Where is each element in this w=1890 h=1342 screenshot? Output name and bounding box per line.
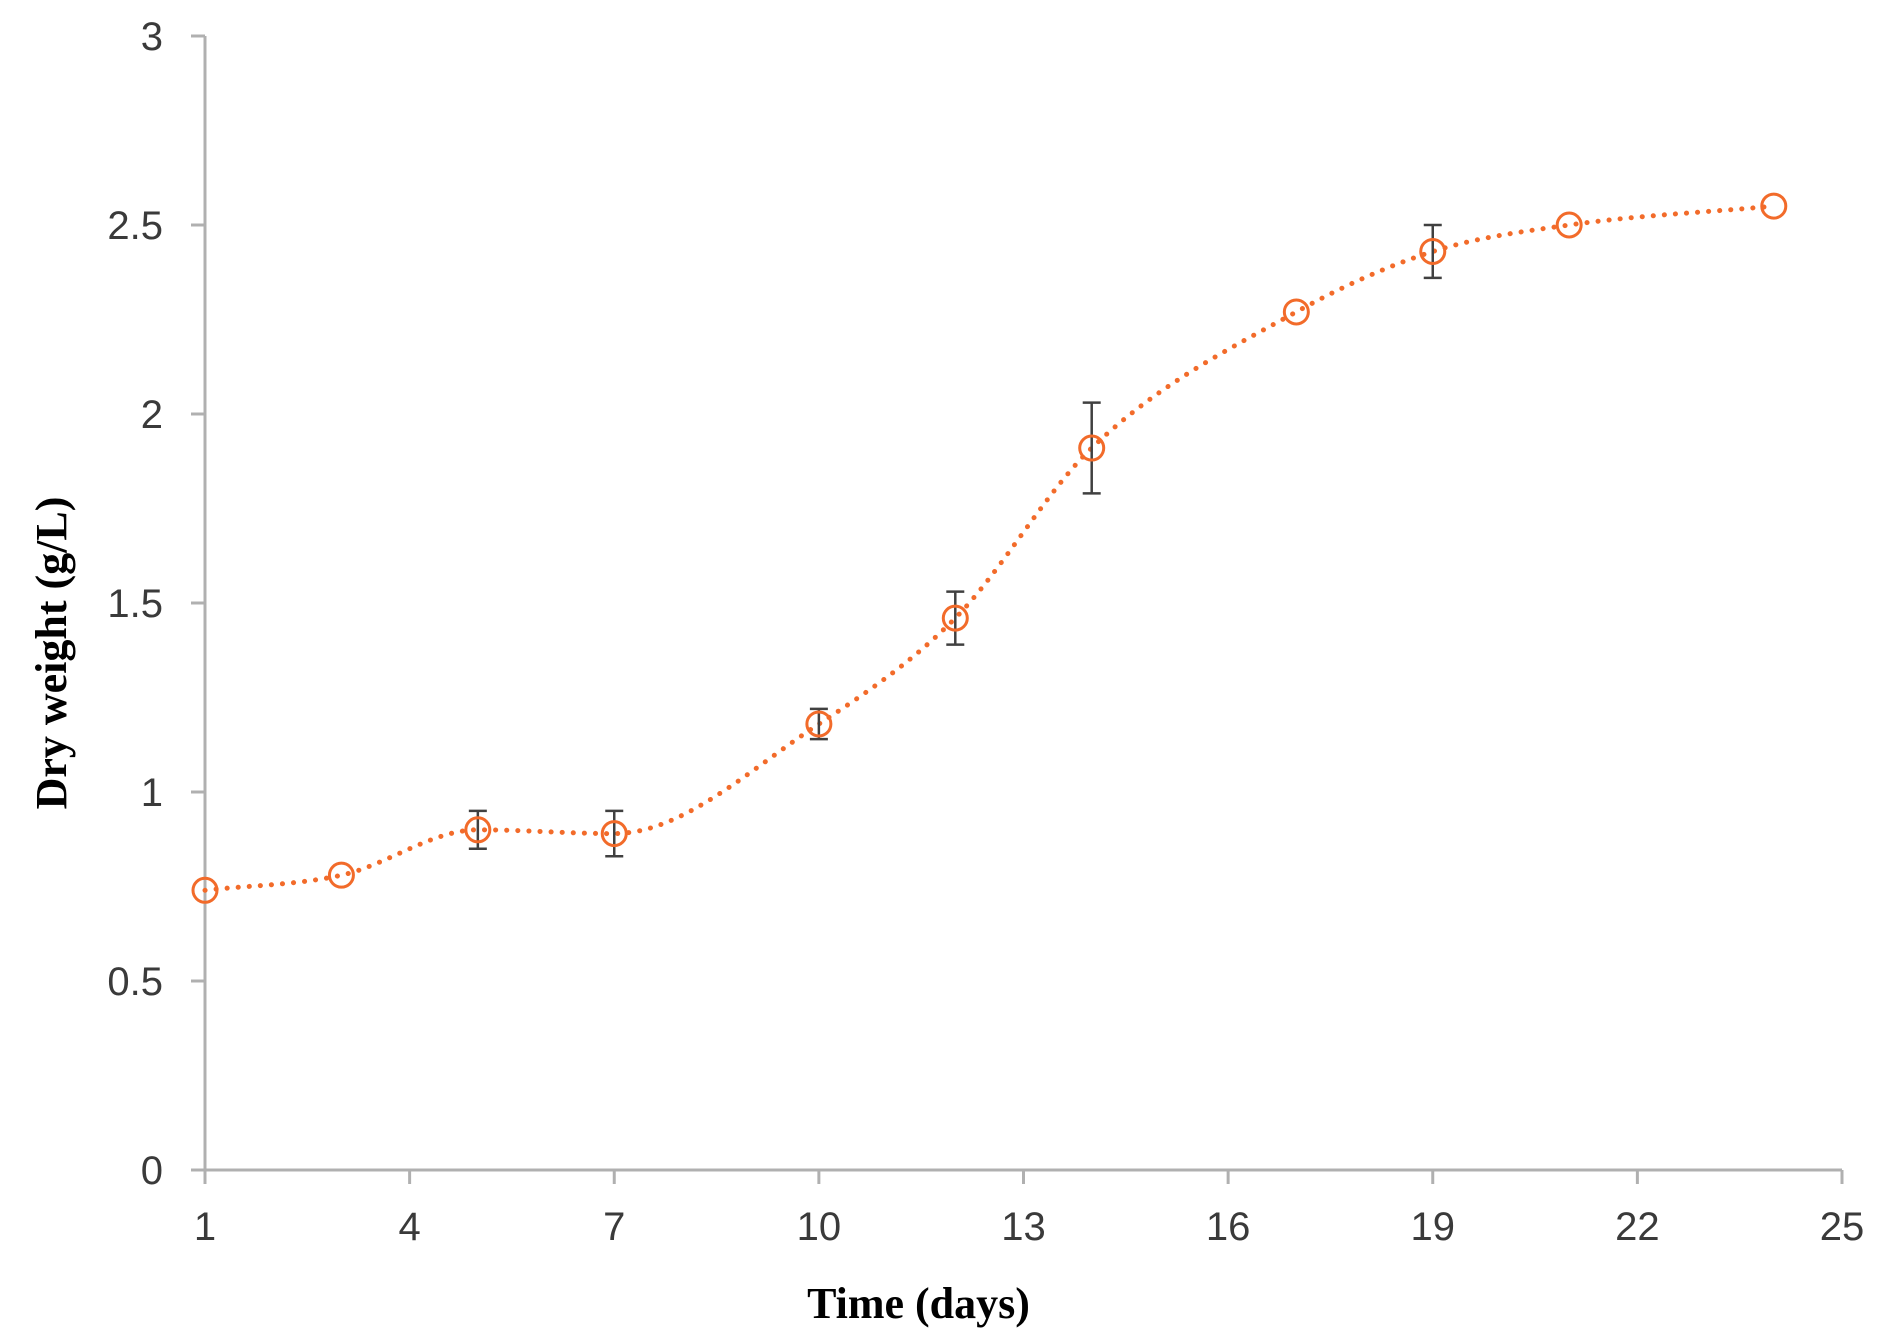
trend-line — [202, 203, 1777, 893]
error-bars — [468, 223, 1442, 858]
error-bar — [605, 809, 624, 858]
axes — [191, 34, 1844, 1184]
error-bar — [809, 707, 828, 741]
y-tick-label: 1.5 — [107, 582, 163, 626]
x-tick-labels: 1 4 7 10 13 16 19 22 25 — [194, 1205, 1864, 1249]
data-point — [805, 710, 833, 738]
x-tick-label: 7 — [603, 1205, 625, 1249]
x-tick-label: 1 — [194, 1205, 216, 1249]
error-bar — [1082, 401, 1101, 495]
error-bar — [946, 590, 965, 646]
data-point — [191, 876, 219, 904]
x-tick-label: 19 — [1411, 1205, 1456, 1249]
data-points — [191, 192, 1788, 904]
y-tick-label: 3 — [141, 15, 163, 59]
y-tick-label: 2 — [141, 393, 163, 437]
y-tick-label: 1 — [141, 771, 163, 815]
data-point — [464, 816, 492, 844]
data-point — [1419, 237, 1447, 265]
y-tick-label: 2.5 — [107, 204, 163, 248]
x-tick-label: 13 — [1001, 1205, 1046, 1249]
x-tick-label: 25 — [1820, 1205, 1865, 1249]
error-bar — [1423, 223, 1442, 280]
data-point — [327, 861, 355, 889]
data-point — [1078, 434, 1106, 462]
x-tick-label: 10 — [797, 1205, 842, 1249]
data-point — [1282, 298, 1310, 326]
y-tick-labels: 0 0.5 1 1.5 2 2.5 3 — [107, 15, 163, 1193]
data-point — [941, 604, 969, 632]
x-axis-title: Time (days) — [807, 1279, 1030, 1328]
x-tick-label: 22 — [1615, 1205, 1660, 1249]
x-tick-label: 16 — [1206, 1205, 1251, 1249]
y-tick-label: 0 — [141, 1149, 163, 1193]
x-tick-label: 4 — [399, 1205, 421, 1249]
data-point — [1760, 192, 1788, 220]
y-axis-title: Dry weight (g/L) — [27, 497, 76, 810]
data-point — [600, 820, 628, 848]
data-point — [1555, 211, 1583, 239]
y-tick-label: 0.5 — [107, 960, 163, 1004]
